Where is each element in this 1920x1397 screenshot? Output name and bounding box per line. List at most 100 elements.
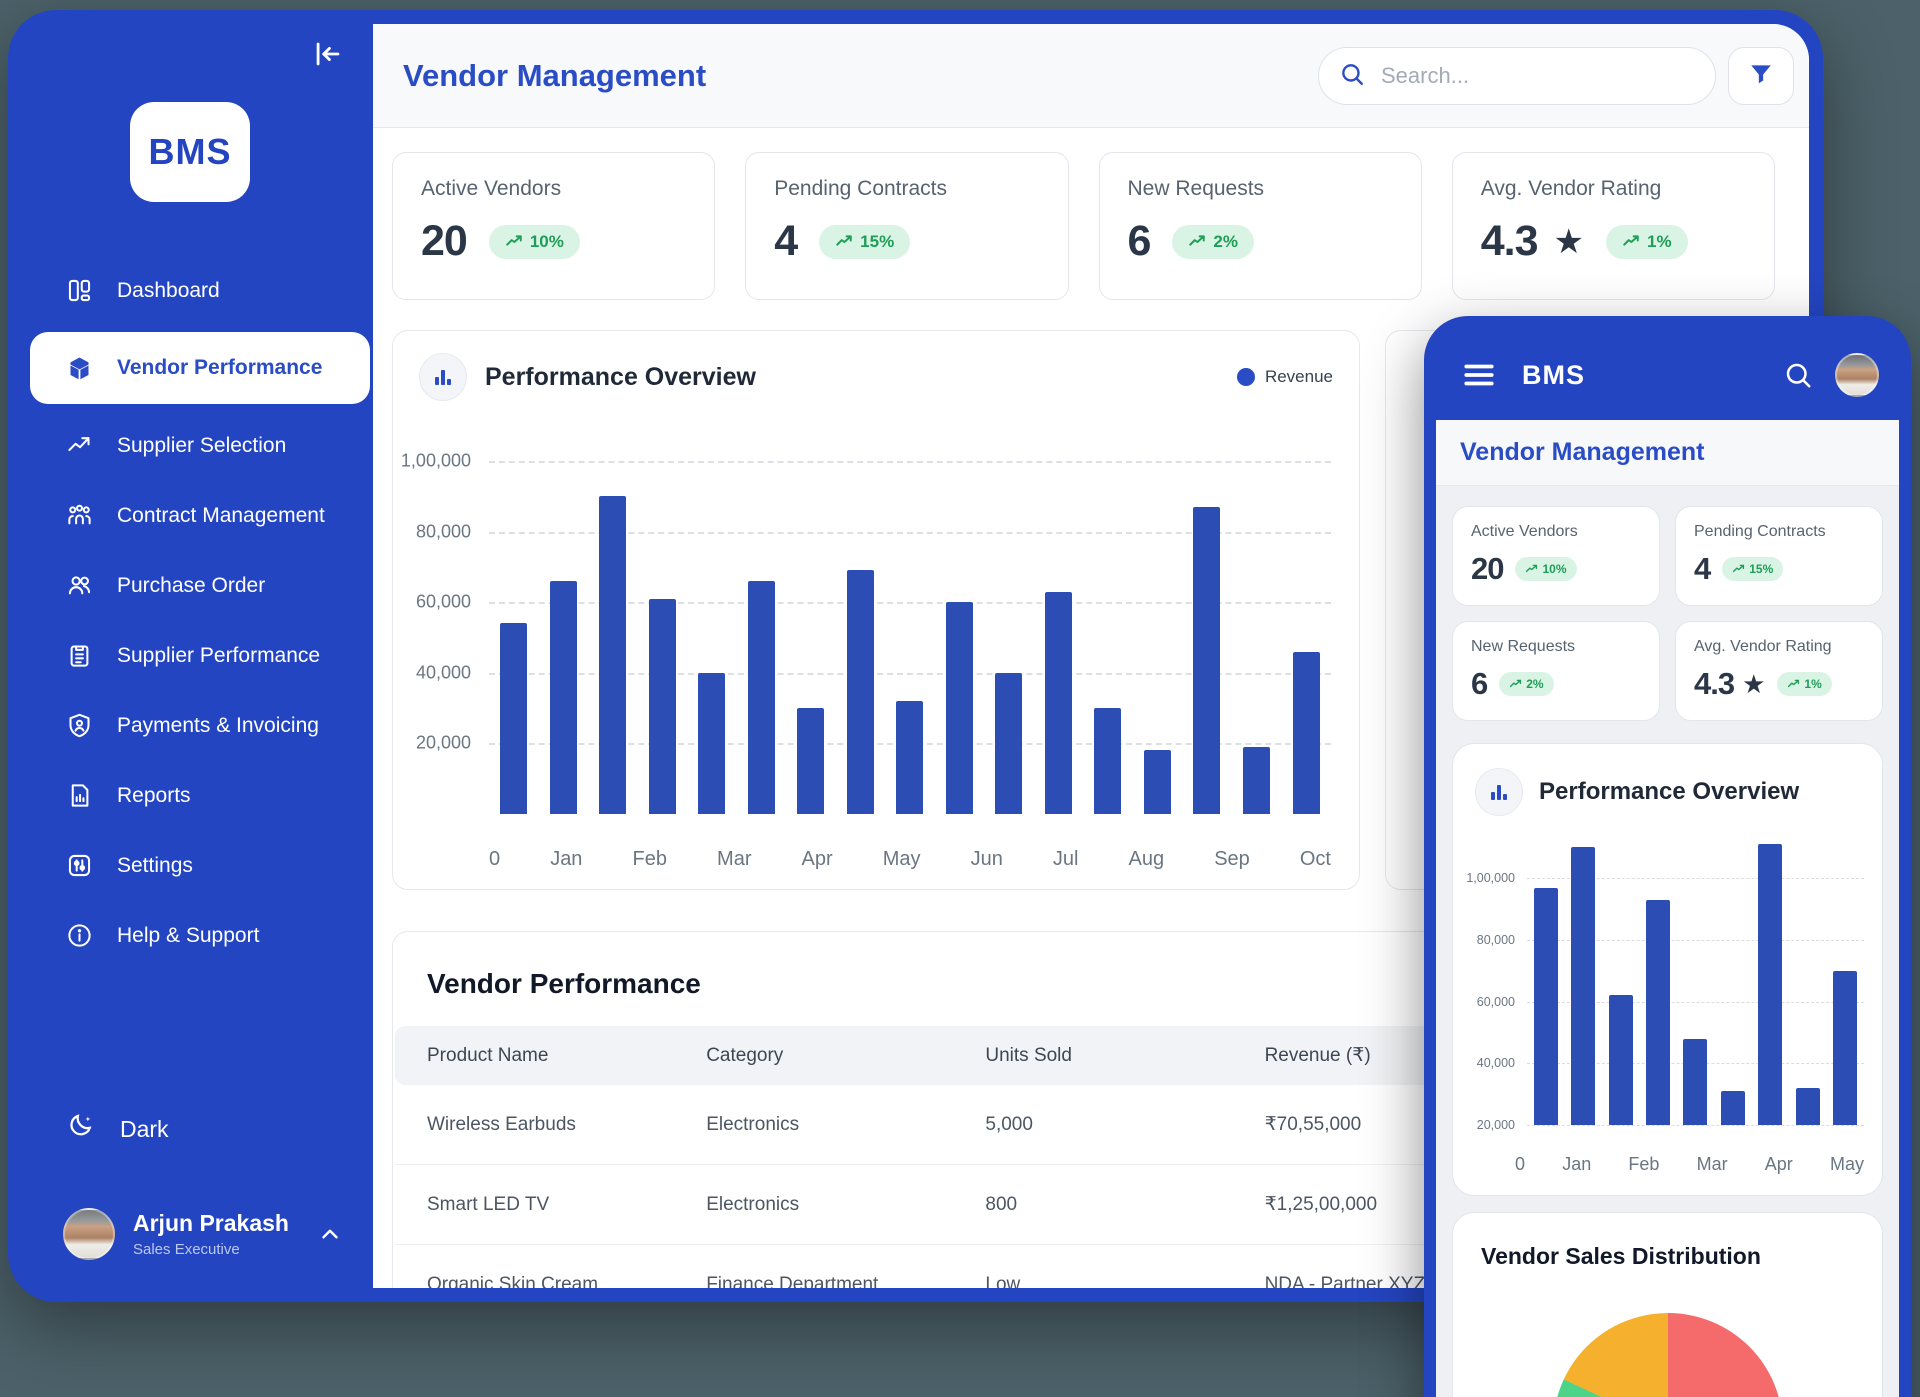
- bar-series: [1527, 832, 1864, 1125]
- stat-card-avg-vendor-rating: Avg. Vendor Rating 4.3 ★ 1%: [1451, 152, 1775, 300]
- bms-logo: BMS: [130, 102, 250, 202]
- sidebar-item-supplier-selection[interactable]: Supplier Selection: [8, 417, 373, 474]
- stat-value: 20: [421, 217, 468, 265]
- revenue-bar: [1571, 847, 1596, 1125]
- collapse-sidebar-button[interactable]: [309, 36, 347, 74]
- table-cell: 800: [953, 1164, 1233, 1245]
- x-tick-label: Mar: [1696, 1154, 1728, 1174]
- phone-search-icon[interactable]: [1783, 360, 1813, 390]
- chevron-up-icon[interactable]: [317, 1221, 343, 1247]
- x-tick-label: Feb: [1628, 1154, 1660, 1174]
- stat-label: New Requests: [1471, 638, 1576, 655]
- sidebar-item-settings[interactable]: Settings: [8, 837, 373, 894]
- sidebar-item-label: Vendor Performance: [117, 356, 323, 379]
- stat-label: Avg. Vendor Rating: [1480, 177, 1662, 200]
- stat-label: Avg. Vendor Rating: [1694, 638, 1832, 655]
- hamburger-menu-icon[interactable]: [1462, 358, 1496, 392]
- gridline: [489, 531, 1331, 534]
- gridline: [1527, 939, 1864, 941]
- trend-up-icon: [1188, 233, 1206, 251]
- search-input[interactable]: [1379, 62, 1695, 90]
- trend-up-icon: [1622, 233, 1640, 251]
- trend-badge: 15%: [1722, 557, 1784, 581]
- phone-title-bar: Vendor Management: [1436, 420, 1899, 486]
- sidebar-item-supplier-performance[interactable]: Supplier Performance: [8, 627, 373, 684]
- sidebar-item-label: Supplier Performance: [117, 643, 321, 667]
- trend-icon: [66, 432, 93, 459]
- trend-badge: 2%: [1499, 672, 1554, 696]
- trend-delta: 2%: [1213, 231, 1238, 251]
- stat-label: Active Vendors: [421, 177, 562, 200]
- sidebar-item-label: Contract Management: [117, 503, 325, 527]
- y-axis: 1,00,000 80,000 60,000 40,000 20,000: [393, 451, 481, 814]
- plot-area: [489, 461, 1331, 814]
- y-tick-label: 40,000: [1476, 1056, 1515, 1071]
- sidebar-item-dashboard[interactable]: Dashboard: [8, 262, 373, 319]
- sidebar-item-payments-invoicing[interactable]: Payments & Invoicing: [8, 697, 373, 754]
- trend-badge: 10%: [1515, 557, 1577, 581]
- sidebar-item-contract-management[interactable]: Contract Management: [8, 487, 373, 544]
- revenue-bar: [1646, 899, 1671, 1125]
- stat-value: 6: [1471, 666, 1488, 701]
- phone-stats-grid: Active Vendors 20 10% Pending Contracts 4 15%…: [1436, 486, 1899, 727]
- revenue-bar: [1242, 746, 1270, 814]
- trend-up-icon: [1509, 678, 1522, 691]
- trend-up-icon: [1732, 563, 1745, 576]
- column-header: Category: [706, 1044, 784, 1066]
- settings-icon: [66, 852, 93, 879]
- revenue-bar: [500, 623, 528, 814]
- trend-up-icon: [1787, 678, 1800, 691]
- sidebar-item-vendor-performance[interactable]: Vendor Performance: [30, 332, 370, 404]
- users-icon: [66, 572, 93, 599]
- top-bar: Vendor Management: [373, 24, 1809, 128]
- user-profile[interactable]: Arjun Prakash Sales Executive: [63, 1208, 343, 1260]
- sidebar-item-label: Reports: [117, 783, 191, 807]
- sidebar-item-reports[interactable]: Reports: [8, 767, 373, 824]
- bar-chart-icon: [419, 353, 467, 401]
- revenue-bar: [1720, 1091, 1745, 1125]
- revenue-bar: [599, 496, 627, 814]
- group-icon: [66, 502, 93, 529]
- stat-card-new-requests: New Requests 6 2%: [1452, 621, 1660, 721]
- stat-value: 4.3: [1694, 666, 1735, 701]
- table-cell: Electronics: [706, 1113, 800, 1135]
- revenue-bar: [896, 701, 924, 814]
- revenue-bar: [1292, 651, 1320, 814]
- x-tick-label: Jun: [970, 848, 1003, 870]
- revenue-bar: [747, 581, 775, 814]
- x-tick-label: 0: [1515, 1154, 1526, 1174]
- trend-up-icon: [835, 233, 853, 251]
- y-tick-label: 40,000: [415, 662, 471, 683]
- legend-dot: [1236, 368, 1255, 386]
- dark-mode-toggle[interactable]: Dark: [66, 1111, 169, 1147]
- x-tick-label: Aug: [1128, 848, 1165, 870]
- search-bar: [1318, 47, 1716, 105]
- phone-avatar[interactable]: [1835, 353, 1879, 397]
- bar-series: [489, 461, 1331, 814]
- dark-mode-label: Dark: [120, 1115, 169, 1142]
- revenue-bar: [1833, 970, 1858, 1125]
- stat-value: 20: [1471, 551, 1504, 586]
- sidebar-item-help-support[interactable]: Help & Support: [8, 907, 373, 964]
- filter-button[interactable]: [1728, 47, 1794, 105]
- x-tick-label: May: [1829, 1154, 1864, 1174]
- stat-label: Pending Contracts: [1694, 523, 1826, 540]
- trend-up-icon: [1525, 563, 1538, 576]
- phone-page-title: Vendor Management: [1460, 438, 1705, 466]
- phone-pie-card: Vendor Sales Distribution: [1452, 1212, 1883, 1397]
- revenue-bar: [945, 602, 973, 814]
- x-tick-label: May: [882, 848, 921, 870]
- y-axis: 1,00,000 80,000 60,000 40,000 20,000: [1453, 832, 1521, 1132]
- gridline: [489, 672, 1331, 675]
- revenue-bar: [1143, 750, 1171, 814]
- stat-card-new-requests: New Requests 6 2%: [1098, 152, 1422, 300]
- table-cell: Organic Skin Cream: [395, 1244, 675, 1288]
- revenue-bar: [549, 581, 577, 814]
- y-tick-label: 80,000: [1476, 932, 1515, 947]
- revenue-bar: [698, 672, 726, 814]
- sidebar-item-purchase-order[interactable]: Purchase Order: [8, 557, 373, 614]
- revenue-bar: [1683, 1038, 1708, 1125]
- stat-label: Active Vendors: [1471, 523, 1578, 540]
- x-tick-label: Jul: [1052, 848, 1079, 870]
